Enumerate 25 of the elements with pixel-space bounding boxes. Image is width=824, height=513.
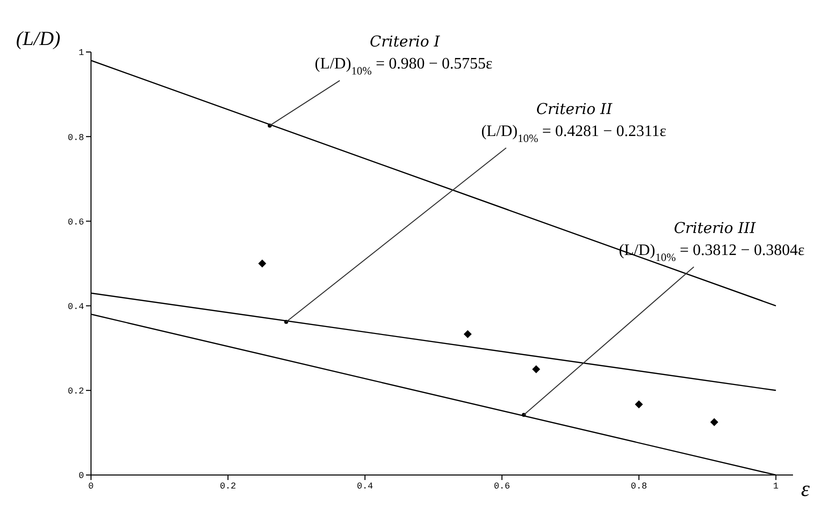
point bbox=[532, 365, 540, 374]
x-tick-label: 0 bbox=[88, 481, 94, 492]
point bbox=[710, 418, 718, 426]
y-tick-label: 0.2 bbox=[68, 386, 84, 397]
point bbox=[634, 400, 643, 408]
point bbox=[464, 330, 472, 338]
annotation: Criterio III bbox=[674, 218, 757, 237]
x-tick-label: 0.6 bbox=[494, 481, 510, 492]
point bbox=[258, 260, 266, 268]
text: Criterio I bbox=[370, 32, 441, 51]
annotation: (L/D)$_{10%}$ = 0.4281 − 0.2311ε bbox=[481, 122, 667, 145]
y-tick-label: 0.8 bbox=[68, 132, 84, 143]
x-tick-label: 0.4 bbox=[356, 481, 374, 492]
y-tick-label: 0.4 bbox=[68, 302, 84, 312]
y-tick-label: 1 bbox=[78, 48, 84, 58]
x-tick-label: 0.8 bbox=[630, 481, 648, 492]
x-axis-title: ε bbox=[801, 476, 810, 502]
annotation: Criterio II bbox=[536, 100, 614, 118]
y-tick-label: 0.6 bbox=[68, 217, 84, 228]
x-tick-label: 0.2 bbox=[220, 481, 236, 492]
annotation: (L/D)$_{10%}$ = 0.3812 − 0.3804ε bbox=[618, 242, 805, 264]
annotation: (L/D)$_{10%}$ = 0.980 − 0.5755ε bbox=[314, 56, 493, 78]
y-tick-label: 0 bbox=[78, 471, 84, 482]
x-tick-label: 1 bbox=[773, 481, 779, 492]
y-axis-title: (L/D) bbox=[16, 28, 60, 51]
